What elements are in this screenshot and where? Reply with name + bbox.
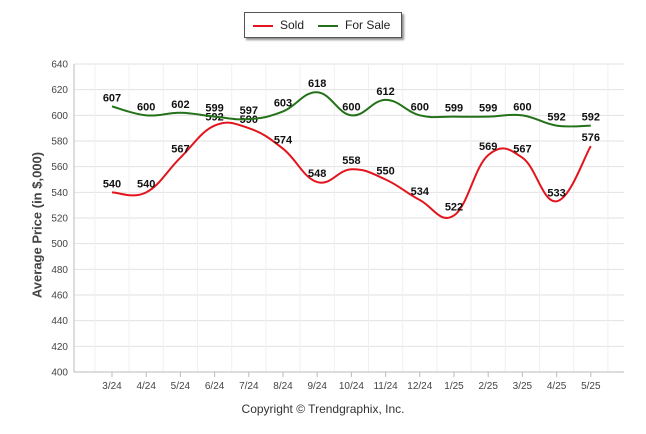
sold-legend-swatch bbox=[253, 25, 273, 27]
for-sale-legend-swatch bbox=[318, 25, 338, 27]
x-tick-label: 3/24 bbox=[102, 381, 122, 392]
y-tick-label: 620 bbox=[51, 85, 68, 96]
for-sale-data-label: 600 bbox=[137, 101, 155, 113]
sold-data-label: 567 bbox=[171, 144, 189, 156]
y-tick-label: 560 bbox=[51, 162, 68, 173]
sold-data-label: 533 bbox=[547, 187, 565, 199]
for-sale-data-label: 600 bbox=[513, 101, 531, 113]
for-sale-legend-label: For Sale bbox=[345, 18, 391, 32]
for-sale-data-label: 592 bbox=[547, 112, 565, 124]
for-sale-data-label: 597 bbox=[240, 105, 258, 117]
y-tick-label: 640 bbox=[51, 60, 68, 71]
for-sale-data-label: 600 bbox=[342, 101, 360, 113]
y-tick-label: 460 bbox=[51, 291, 68, 302]
sold-data-label: 534 bbox=[411, 186, 430, 198]
for-sale-data-label: 599 bbox=[479, 103, 497, 115]
x-tick-label: 12/24 bbox=[407, 381, 432, 392]
y-tick-label: 500 bbox=[51, 239, 68, 250]
y-tick-label: 480 bbox=[51, 265, 68, 276]
for-sale-data-label: 603 bbox=[274, 97, 292, 109]
y-tick-label: 600 bbox=[51, 111, 68, 122]
for-sale-data-label: 600 bbox=[411, 101, 429, 113]
y-tick-label: 540 bbox=[51, 188, 68, 199]
x-tick-label: 11/24 bbox=[373, 381, 398, 392]
x-tick-label: 7/24 bbox=[239, 381, 259, 392]
sold-legend-label: Sold bbox=[280, 18, 305, 32]
for-sale-data-label: 607 bbox=[103, 92, 121, 104]
sold-series-line bbox=[111, 121, 592, 219]
copyright-text: Copyright © Trendgraphix, Inc. bbox=[241, 402, 405, 416]
for-sale-series-line bbox=[111, 91, 591, 128]
sold-data-label: 548 bbox=[308, 168, 326, 180]
sold-data-label: 540 bbox=[137, 178, 155, 190]
y-tick-label: 580 bbox=[51, 137, 68, 148]
sold-data-label: 574 bbox=[274, 135, 293, 147]
for-sale-data-label: 612 bbox=[376, 86, 394, 98]
sold-data-label: 569 bbox=[479, 141, 497, 153]
for-sale-data-label: 599 bbox=[445, 103, 463, 115]
x-tick-label: 4/24 bbox=[136, 381, 156, 392]
sold-data-label: 540 bbox=[103, 178, 121, 190]
y-axis-label: Average Price (in $,000) bbox=[29, 151, 45, 299]
y-tick-label: 400 bbox=[51, 368, 68, 379]
y-tick-label: 440 bbox=[51, 316, 68, 327]
x-tick-label: 8/24 bbox=[273, 381, 293, 392]
sold-data-label: 576 bbox=[582, 132, 600, 144]
x-tick-label: 6/24 bbox=[205, 381, 225, 392]
for-sale-data-label: 602 bbox=[171, 99, 189, 111]
y-tick-label: 420 bbox=[51, 342, 68, 353]
x-tick-label: 1/25 bbox=[444, 381, 464, 392]
for-sale-data-label: 592 bbox=[582, 112, 600, 124]
x-tick-label: 5/24 bbox=[171, 381, 191, 392]
x-tick-label: 3/25 bbox=[513, 381, 533, 392]
sold-data-label: 522 bbox=[445, 201, 463, 213]
sold-data-label: 558 bbox=[342, 155, 360, 167]
x-tick-label: 5/25 bbox=[581, 381, 601, 392]
sold-data-label: 567 bbox=[513, 144, 531, 156]
x-tick-label: 4/25 bbox=[547, 381, 567, 392]
legend: Sold For Sale bbox=[244, 12, 402, 38]
for-sale-data-label: 599 bbox=[205, 103, 223, 115]
x-tick-label: 2/25 bbox=[478, 381, 498, 392]
x-tick-label: 9/24 bbox=[307, 381, 327, 392]
x-tick-label: 10/24 bbox=[339, 381, 364, 392]
y-tick-label: 520 bbox=[51, 214, 68, 225]
for-sale-data-label: 618 bbox=[308, 78, 326, 90]
sold-data-label: 550 bbox=[376, 166, 394, 178]
